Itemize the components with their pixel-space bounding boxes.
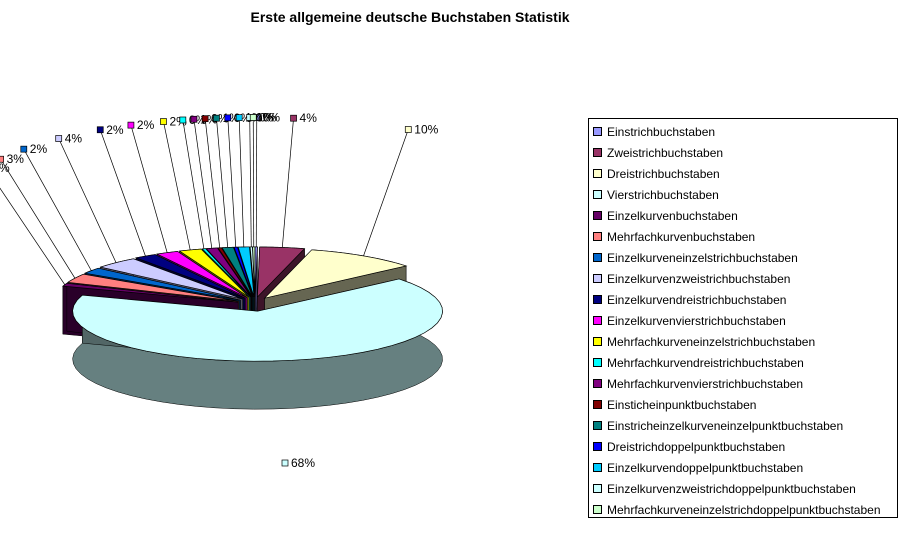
label-swatch bbox=[0, 155, 4, 163]
slice-label-einzelkurvenbuchstaben: 1% bbox=[0, 161, 10, 175]
pie-slice-einzelkurvenzweistrichbuchstaben bbox=[99, 258, 243, 300]
pie-slice-mehrfachkurvendreistrichbuchstaben bbox=[201, 248, 251, 298]
legend-swatch bbox=[593, 295, 602, 304]
legend-swatch bbox=[593, 442, 602, 451]
legend-swatch bbox=[593, 400, 602, 409]
legend-swatch bbox=[593, 211, 602, 220]
legend-label: Mehrfachkurveneinzelstrichbuchstaben bbox=[607, 334, 816, 349]
legend-item-einzelkurvendreistrichbuchstaben: Einzelkurvendreistrichbuchstaben bbox=[593, 289, 786, 310]
slice-label-mehrfachkurvenbuchstaben: 3% bbox=[7, 152, 25, 166]
legend-item-mehrfachkurveneinzelstrichdoppelpunktbuchstaben: Mehrfachkurveneinzelstrichdoppelpunktbuc… bbox=[593, 499, 881, 520]
legend-item-mehrfachkurvenbuchstaben: Mehrfachkurvenbuchstaben bbox=[593, 226, 755, 247]
legend-item-einstricheinzelkurveneinzelpunktbuchstaben: Einstricheinzelkurveneinzelpunktbuchstab… bbox=[593, 415, 843, 436]
legend-label: Dreistrichbuchstaben bbox=[607, 166, 720, 181]
legend-label: Mehrfachkurvenbuchstaben bbox=[607, 229, 756, 244]
legend-label: Einsticheinpunktbuchstaben bbox=[607, 397, 757, 412]
pie-chart: 0%4%10%68%1%3%2%4%2%2%2%0%1%0%1%0%1%0%0% bbox=[0, 111, 443, 470]
legend-label: Mehrfachkurvenvierstrichbuchstaben bbox=[607, 376, 804, 391]
legend-swatch bbox=[593, 484, 602, 493]
legend-swatch bbox=[593, 316, 602, 325]
pie-slice-einzelkurvenzweistrichdoppelpunktbuchstaben bbox=[249, 246, 256, 297]
label-swatch bbox=[213, 114, 220, 122]
chart-title: Erste allgemeine deutsche Buchstaben Sta… bbox=[250, 9, 570, 25]
slice-labels: 0%4%10%68%1%3%2%4%2%2%2%0%1%0%1%0%1%0%0% bbox=[0, 111, 439, 470]
legend-swatch bbox=[593, 127, 602, 136]
legend-item-vierstrichbuchstaben: Vierstrichbuchstaben bbox=[593, 184, 719, 205]
slice-label-einzelkurveneinzelstrichbuchstaben: 2% bbox=[30, 142, 48, 156]
slice-label-mehrfachkurveneinzelstrichdoppelpunktbuchstaben: 0% bbox=[259, 111, 277, 125]
label-swatch bbox=[290, 114, 297, 122]
legend-label: Einzelkurvenbuchstaben bbox=[607, 208, 738, 223]
legend-label: Einzelkurvenzweistrichbuchstaben bbox=[607, 271, 791, 286]
label-swatch bbox=[96, 126, 104, 134]
legend-label: Mehrfachkurveneinzelstrichdoppelpunktbuc… bbox=[607, 502, 881, 517]
legend-item-einzelkurvenbuchstaben: Einzelkurvenbuchstaben bbox=[593, 205, 738, 226]
legend-item-einstrichbuchstaben: Einstrichbuchstaben bbox=[593, 121, 715, 142]
label-swatch bbox=[249, 114, 257, 121]
label-swatch bbox=[281, 459, 289, 467]
pie-slice-einzelkurveneinzelstrichbuchstaben bbox=[83, 267, 241, 301]
label-swatch bbox=[55, 135, 63, 142]
legend-item-einzelkurvenzweistrichbuchstaben: Einzelkurvenzweistrichbuchstaben bbox=[593, 268, 790, 289]
legend-label: Mehrfachkurvendreistrichbuchstaben bbox=[607, 355, 804, 370]
legend-item-einzelkurvendoppelpunktbuchstaben: Einzelkurvendoppelpunktbuchstaben bbox=[593, 457, 803, 478]
legend-item-mehrfachkurveneinzelstrichbuchstaben: Mehrfachkurveneinzelstrichbuchstaben bbox=[593, 331, 815, 352]
chart-legend: Einstrichbuchstaben Zweistrichbuchstaben D… bbox=[588, 118, 898, 518]
label-swatch bbox=[190, 115, 198, 123]
legend-swatch bbox=[593, 169, 602, 178]
legend-label: Einzelkurvendoppelpunktbuchstaben bbox=[607, 460, 804, 475]
slice-label-dreistrichbuchstaben: 10% bbox=[414, 123, 438, 137]
legend-swatch bbox=[593, 190, 602, 199]
legend-item-zweistrichbuchstaben: Zweistrichbuchstaben bbox=[593, 142, 723, 163]
legend-label: Zweistrichbuchstaben bbox=[607, 145, 724, 160]
label-swatch bbox=[235, 114, 243, 121]
legend-item-mehrfachkurvendreistrichbuchstaben: Mehrfachkurvendreistrichbuchstaben bbox=[593, 352, 804, 373]
label-swatch bbox=[201, 115, 209, 123]
legend-item-einzelkurvenvierstrichbuchstaben: Einzelkurvenvierstrichbuchstaben bbox=[593, 310, 786, 331]
pie-slice-einstricheinzelkurveneinzelpunktbuchstaben bbox=[221, 246, 253, 298]
legend-item-dreistrichbuchstaben: Dreistrichbuchstaben bbox=[593, 163, 720, 184]
legend-swatch bbox=[593, 358, 602, 367]
slice-label-vierstrichbuchstaben: 68% bbox=[291, 456, 315, 470]
legend-swatch bbox=[593, 274, 602, 283]
legend-label: Einstricheinzelkurveneinzelpunktbuchstab… bbox=[607, 418, 844, 433]
slice-label-einzelkurvenzweistrichbuchstaben: 4% bbox=[65, 132, 83, 146]
slice-label-einzelkurvenzweistrichdoppelpunktbuchstaben: 0% bbox=[256, 111, 274, 125]
legend-item-mehrfachkurvenvierstrichbuchstaben: Mehrfachkurvenvierstrichbuchstaben bbox=[593, 373, 803, 394]
slice-label-zweistrichbuchstaben: 4% bbox=[300, 111, 318, 125]
legend-swatch bbox=[593, 505, 602, 514]
slice-label-einzelkurvendreistrichbuchstaben: 2% bbox=[106, 123, 124, 137]
label-swatch bbox=[20, 145, 28, 153]
legend-label: Einzelkurvenvierstrichbuchstaben bbox=[607, 313, 786, 328]
pie-slice-einzelkurvenvierstrichbuchstaben bbox=[155, 251, 248, 299]
legend-item-einsticheinpunktbuchstaben: Einsticheinpunktbuchstaben bbox=[593, 394, 756, 415]
slice-label-einzelkurvenvierstrichbuchstaben: 2% bbox=[137, 118, 155, 132]
label-swatch bbox=[224, 114, 232, 122]
label-swatch bbox=[160, 118, 167, 125]
legend-swatch bbox=[593, 379, 602, 388]
legend-item-dreistrichdoppelpunktbuchstaben: Dreistrichdoppelpunktbuchstaben bbox=[593, 436, 785, 457]
legend-item-einzelkurveneinzelstrichbuchstaben: Einzelkurveneinzelstrichbuchstaben bbox=[593, 247, 798, 268]
legend-label: Einzelkurvendreistrichbuchstaben bbox=[607, 292, 787, 307]
pie-slice-dreistrichbuchstaben bbox=[263, 249, 408, 299]
slice-label-einstrichbuchstaben: 0% bbox=[263, 111, 281, 125]
legend-swatch bbox=[593, 463, 602, 472]
pie-slice-zweistrichbuchstaben bbox=[257, 246, 306, 298]
legend-label: Einzelkurveneinzelstrichbuchstaben bbox=[607, 250, 798, 265]
legend-swatch bbox=[593, 337, 602, 346]
legend-label: Einzelkurvenzweistrichdoppelpunktbuchsta… bbox=[607, 481, 856, 496]
label-swatch bbox=[179, 116, 187, 124]
legend-item-einzelkurvenzweistrichdoppelpunktbuchstaben: Einzelkurvenzweistrichdoppelpunktbuchsta… bbox=[593, 478, 856, 499]
label-swatch bbox=[127, 121, 135, 129]
pie-slice-vierstrichbuchstaben bbox=[72, 278, 443, 362]
legend-swatch bbox=[593, 232, 602, 241]
legend-swatch bbox=[593, 253, 602, 262]
legend-label: Einstrichbuchstaben bbox=[607, 124, 716, 139]
legend-swatch bbox=[593, 148, 602, 157]
pie-slice-mehrfachkurvenbuchstaben bbox=[66, 273, 240, 302]
legend-label: Dreistrichdoppelpunktbuchstaben bbox=[607, 439, 786, 454]
legend-label: Vierstrichbuchstaben bbox=[607, 187, 719, 202]
legend-swatch bbox=[593, 421, 602, 430]
label-swatch bbox=[404, 126, 412, 133]
